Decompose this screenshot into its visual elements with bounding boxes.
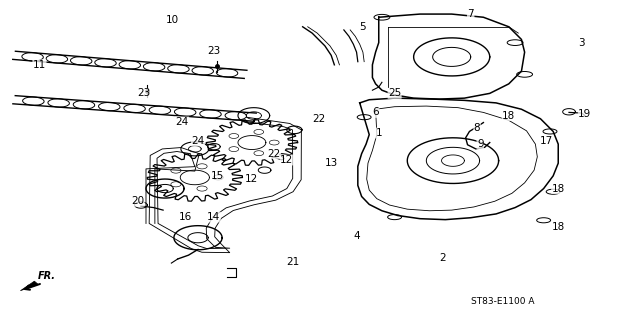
Text: 13: 13 bbox=[325, 158, 338, 168]
Text: 5: 5 bbox=[359, 22, 366, 32]
Polygon shape bbox=[20, 281, 38, 291]
Text: 11: 11 bbox=[33, 60, 46, 70]
Text: 19: 19 bbox=[578, 109, 592, 119]
Text: 18: 18 bbox=[552, 184, 565, 194]
Text: 22: 22 bbox=[312, 114, 325, 124]
Text: 21: 21 bbox=[287, 257, 300, 267]
Text: 22: 22 bbox=[268, 149, 281, 159]
Text: 24: 24 bbox=[176, 117, 189, 127]
Text: ST83-E1100 A: ST83-E1100 A bbox=[471, 297, 534, 306]
Text: 1: 1 bbox=[375, 128, 382, 138]
Text: 14: 14 bbox=[207, 212, 220, 222]
Text: 20: 20 bbox=[131, 196, 145, 206]
Text: 12: 12 bbox=[245, 174, 259, 184]
Text: 23: 23 bbox=[138, 88, 151, 98]
Text: 17: 17 bbox=[540, 136, 554, 146]
Text: 24: 24 bbox=[191, 136, 204, 146]
Text: FR.: FR. bbox=[38, 271, 56, 281]
Text: 2: 2 bbox=[439, 253, 445, 263]
Text: 23: 23 bbox=[207, 45, 220, 56]
Text: 9: 9 bbox=[477, 139, 483, 149]
Text: 25: 25 bbox=[388, 88, 401, 98]
Text: 8: 8 bbox=[474, 123, 480, 133]
Text: 4: 4 bbox=[354, 231, 360, 241]
Text: 18: 18 bbox=[502, 111, 515, 121]
Text: 12: 12 bbox=[280, 155, 294, 165]
Text: 6: 6 bbox=[372, 108, 379, 117]
Text: 15: 15 bbox=[210, 171, 224, 181]
Text: 10: 10 bbox=[166, 15, 179, 25]
FancyArrowPatch shape bbox=[25, 284, 40, 290]
Text: 7: 7 bbox=[468, 9, 474, 19]
Text: 16: 16 bbox=[179, 212, 192, 222]
Text: 18: 18 bbox=[552, 222, 565, 232]
Text: 3: 3 bbox=[578, 38, 585, 48]
